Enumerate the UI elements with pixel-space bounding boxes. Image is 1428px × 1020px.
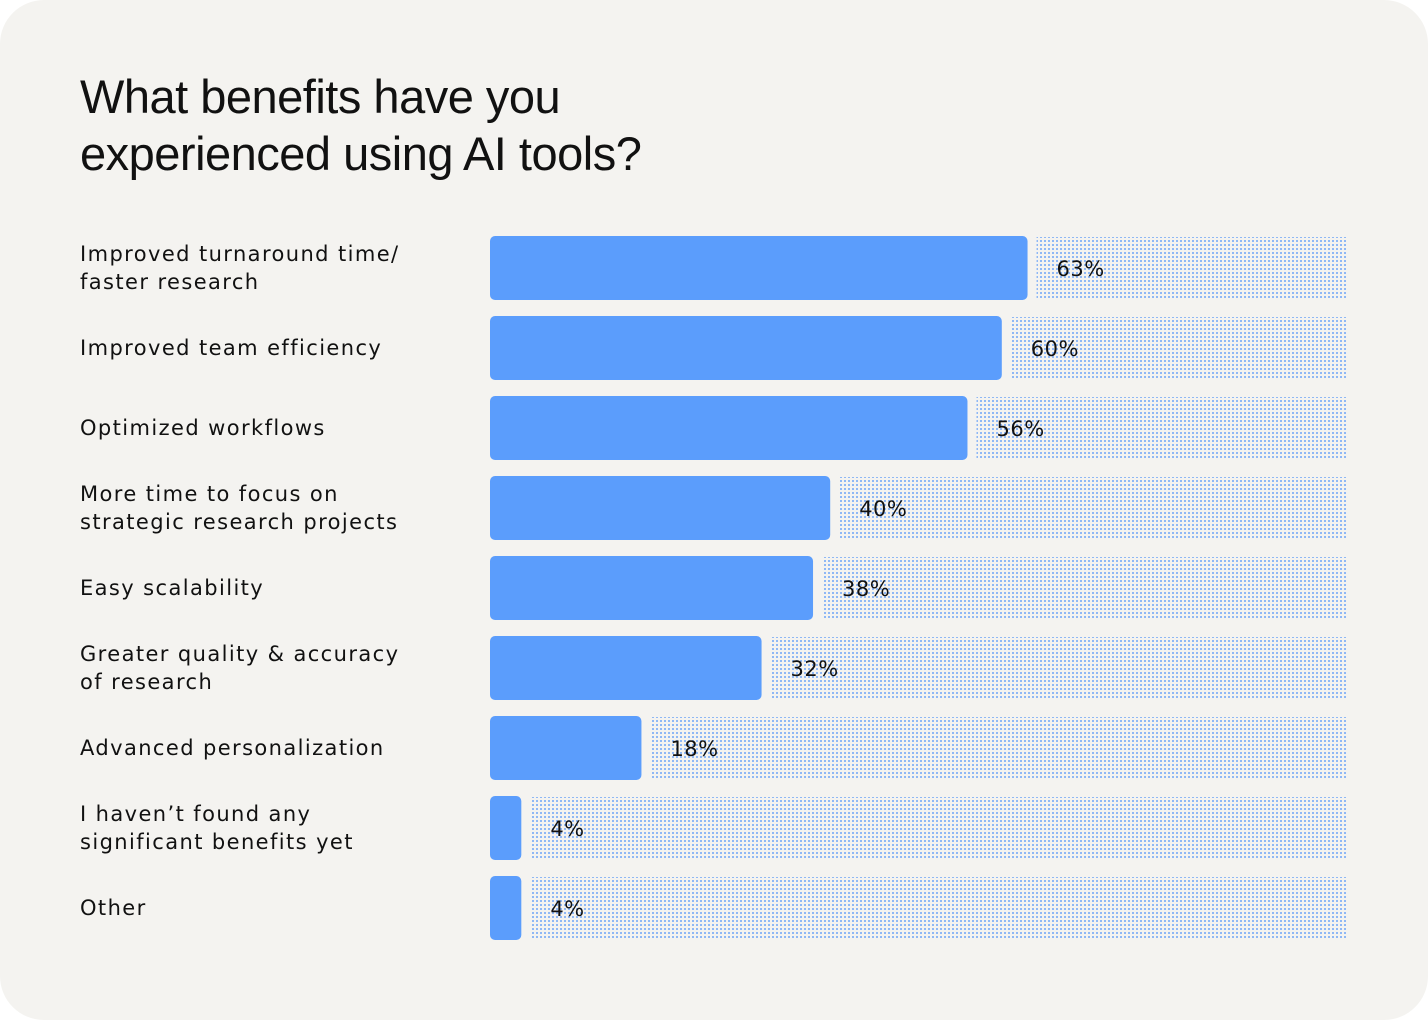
- bar: [490, 236, 1028, 300]
- bar-value-label: 40%: [859, 497, 907, 521]
- bar-remainder: [650, 717, 1348, 779]
- category-label: Other: [80, 896, 147, 920]
- bar: [490, 396, 968, 460]
- bar-remainder: [1036, 237, 1348, 299]
- bar: [490, 796, 522, 860]
- bar: [490, 716, 642, 780]
- category-label: Easy scalability: [80, 576, 264, 600]
- bars-group: 63% Improved turnaround time/faster resea…: [80, 236, 1348, 940]
- category-label: Advanced personalization: [80, 736, 385, 760]
- category-label: significant benefits yet: [80, 830, 354, 854]
- bar: [490, 556, 814, 620]
- bar-value-label: 18%: [670, 737, 718, 761]
- bar-remainder: [839, 477, 1348, 539]
- category-label: Optimized workflows: [80, 416, 326, 440]
- category-label: More time to focus on: [80, 482, 339, 506]
- category-label: Greater quality & accuracy: [80, 642, 399, 666]
- chart-title-line-2: experienced using AI tools?: [80, 127, 642, 180]
- category-label: Improved turnaround time/: [80, 242, 400, 266]
- bar-value-label: 4%: [550, 897, 584, 921]
- bar-remainder: [530, 797, 1348, 859]
- category-label: strategic research projects: [80, 510, 398, 534]
- bar-value-label: 4%: [550, 817, 584, 841]
- bar-remainder: [822, 557, 1348, 619]
- chart-title: What benefits have you experienced using…: [80, 68, 780, 182]
- bar-remainder: [976, 397, 1348, 459]
- chart-title-line-1: What benefits have you: [80, 70, 561, 123]
- bar-remainder: [530, 877, 1348, 939]
- bar-remainder: [770, 637, 1348, 699]
- category-label: of research: [80, 670, 213, 694]
- category-label: Improved team efficiency: [80, 336, 382, 360]
- category-label: I haven’t found any: [80, 802, 311, 826]
- bar-value-label: 56%: [996, 417, 1044, 441]
- category-label: faster research: [80, 270, 260, 294]
- bar-value-label: 60%: [1031, 337, 1079, 361]
- bar: [490, 876, 522, 940]
- bar: [490, 636, 762, 700]
- bar-value-label: 32%: [791, 657, 839, 681]
- bar-value-label: 38%: [842, 577, 890, 601]
- bar: [490, 316, 1002, 380]
- bar-value-label: 63%: [1057, 257, 1105, 281]
- bar-remainder: [1010, 317, 1348, 379]
- bar: [490, 476, 831, 540]
